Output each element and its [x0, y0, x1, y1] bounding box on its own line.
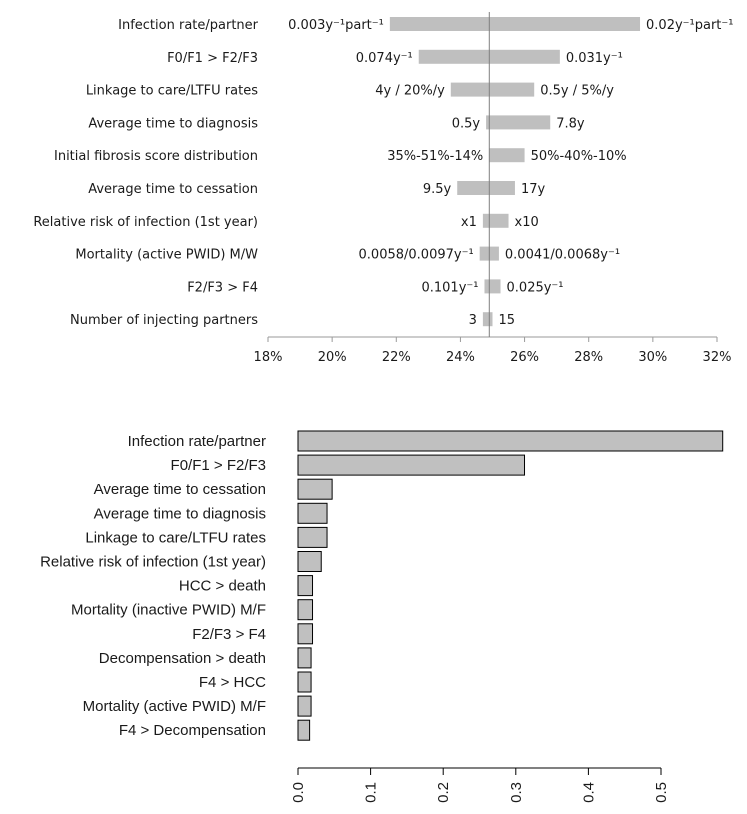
- category-label: Linkage to care/LTFU rates: [85, 529, 266, 546]
- category-label: Infection rate/partner: [128, 433, 266, 450]
- bar-high: [489, 49, 560, 64]
- high-value-label: 0.031y⁻¹: [566, 51, 623, 66]
- x-tick-label: 18%: [254, 350, 283, 365]
- low-value-label: x1: [461, 215, 477, 230]
- row-label: Infection rate/partner: [118, 18, 259, 33]
- row-label: Average time to cessation: [88, 182, 258, 197]
- high-value-label: 0.025y⁻¹: [507, 280, 564, 295]
- high-value-label: 0.02y⁻¹part⁻¹: [646, 18, 733, 33]
- x-tick-label: 20%: [318, 350, 347, 365]
- bar: [297, 454, 526, 476]
- category-label: Average time to cessation: [94, 481, 266, 498]
- low-value-label: 0.5y: [452, 116, 481, 131]
- x-tick-label: 0.0: [290, 782, 307, 803]
- category-label: Relative risk of infection (1st year): [40, 554, 266, 571]
- low-value-label: 0.101y⁻¹: [421, 280, 478, 295]
- low-value-label: 0.003y⁻¹part⁻¹: [288, 18, 384, 33]
- bar: [297, 551, 322, 572]
- bar: [297, 647, 312, 669]
- category-label: F2/F3 > F4: [192, 626, 266, 643]
- x-tick-label: 26%: [510, 350, 539, 365]
- x-tick-label: 24%: [446, 350, 475, 365]
- category-label: Decompensation > death: [99, 650, 266, 667]
- row-label: Relative risk of infection (1st year): [33, 215, 258, 230]
- x-tick-label: 28%: [574, 350, 603, 365]
- bar-low: [457, 181, 490, 195]
- importance-bar-chart: Infection rate/partner F0/F1 > F2/F3 Avera…: [40, 430, 724, 803]
- x-tick-label: 0.1: [363, 782, 380, 803]
- tornado-chart: 18% 20% 22% 24% 26% 28% 30% 32% Infection rate/p…: [33, 12, 733, 365]
- low-value-label: 0.0058/0.0097y⁻¹: [359, 248, 474, 263]
- low-value-label: 3: [469, 313, 477, 328]
- high-value-label: 0.0041/0.0068y⁻¹: [505, 248, 620, 263]
- category-label: Mortality (inactive PWID) M/F: [71, 602, 266, 619]
- bar-low: [482, 213, 490, 228]
- row-label: Linkage to care/LTFU rates: [86, 84, 258, 99]
- bar: [297, 526, 328, 548]
- high-value-label: 7.8y: [556, 116, 585, 131]
- bar-high: [489, 115, 551, 130]
- x-tick-label: 30%: [638, 350, 667, 365]
- bar: [297, 478, 333, 500]
- bar-high: [489, 279, 501, 294]
- bar: [297, 575, 314, 597]
- high-value-label: 0.5y / 5%/y: [540, 84, 614, 99]
- bar: [297, 719, 311, 741]
- low-value-label: 0.074y⁻¹: [356, 51, 413, 66]
- category-label: F4 > HCC: [199, 674, 266, 691]
- low-value-label: 35%-51%-14%: [387, 149, 483, 164]
- bar-high: [489, 148, 525, 163]
- bar: [297, 430, 724, 452]
- bar: [297, 502, 328, 524]
- bar-low: [479, 246, 490, 261]
- category-label: Average time to diagnosis: [94, 505, 266, 522]
- bar-high: [489, 17, 641, 31]
- high-value-label: x10: [515, 215, 539, 230]
- category-label: F4 > Decompensation: [119, 722, 266, 739]
- bar-low: [486, 115, 490, 130]
- bar: [297, 599, 314, 621]
- bar-high: [489, 82, 535, 97]
- x-tick-label: 0.4: [580, 782, 597, 803]
- x-tick-label: 0.3: [508, 782, 525, 803]
- category-label: F0/F1 > F2/F3: [171, 457, 266, 474]
- low-value-label: 9.5y: [423, 182, 452, 197]
- low-value-label: 4y / 20%/y: [375, 84, 445, 99]
- bar-high: [489, 312, 493, 327]
- bar: [297, 623, 314, 645]
- category-label: Mortality (active PWID) M/F: [83, 698, 266, 715]
- bar-low: [450, 82, 490, 97]
- x-tick-label: 32%: [703, 350, 732, 365]
- bar: [297, 695, 312, 717]
- x-tick-label: 0.2: [435, 782, 452, 803]
- high-value-label: 17y: [521, 182, 546, 197]
- row-label: Number of injecting partners: [70, 313, 258, 328]
- x-tick-label: 22%: [382, 350, 411, 365]
- bar-high: [489, 213, 509, 228]
- row-label: Mortality (active PWID) M/W: [75, 248, 258, 263]
- row-label: F2/F3 > F4: [187, 280, 258, 295]
- row-label: Average time to diagnosis: [88, 116, 258, 131]
- row-label: Initial fibrosis score distribution: [54, 149, 258, 164]
- high-value-label: 15: [499, 313, 516, 328]
- bar: [297, 671, 312, 693]
- bar-high: [489, 246, 499, 261]
- x-tick-label: 0.5: [653, 782, 670, 803]
- bar-low: [484, 279, 490, 294]
- row-label: F0/F1 > F2/F3: [167, 51, 258, 66]
- bar-low: [482, 312, 490, 327]
- bar-low: [418, 49, 490, 64]
- high-value-label: 50%-40%-10%: [531, 149, 627, 164]
- bar-low: [389, 17, 490, 31]
- bar-high: [489, 181, 515, 195]
- category-label: HCC > death: [179, 578, 266, 595]
